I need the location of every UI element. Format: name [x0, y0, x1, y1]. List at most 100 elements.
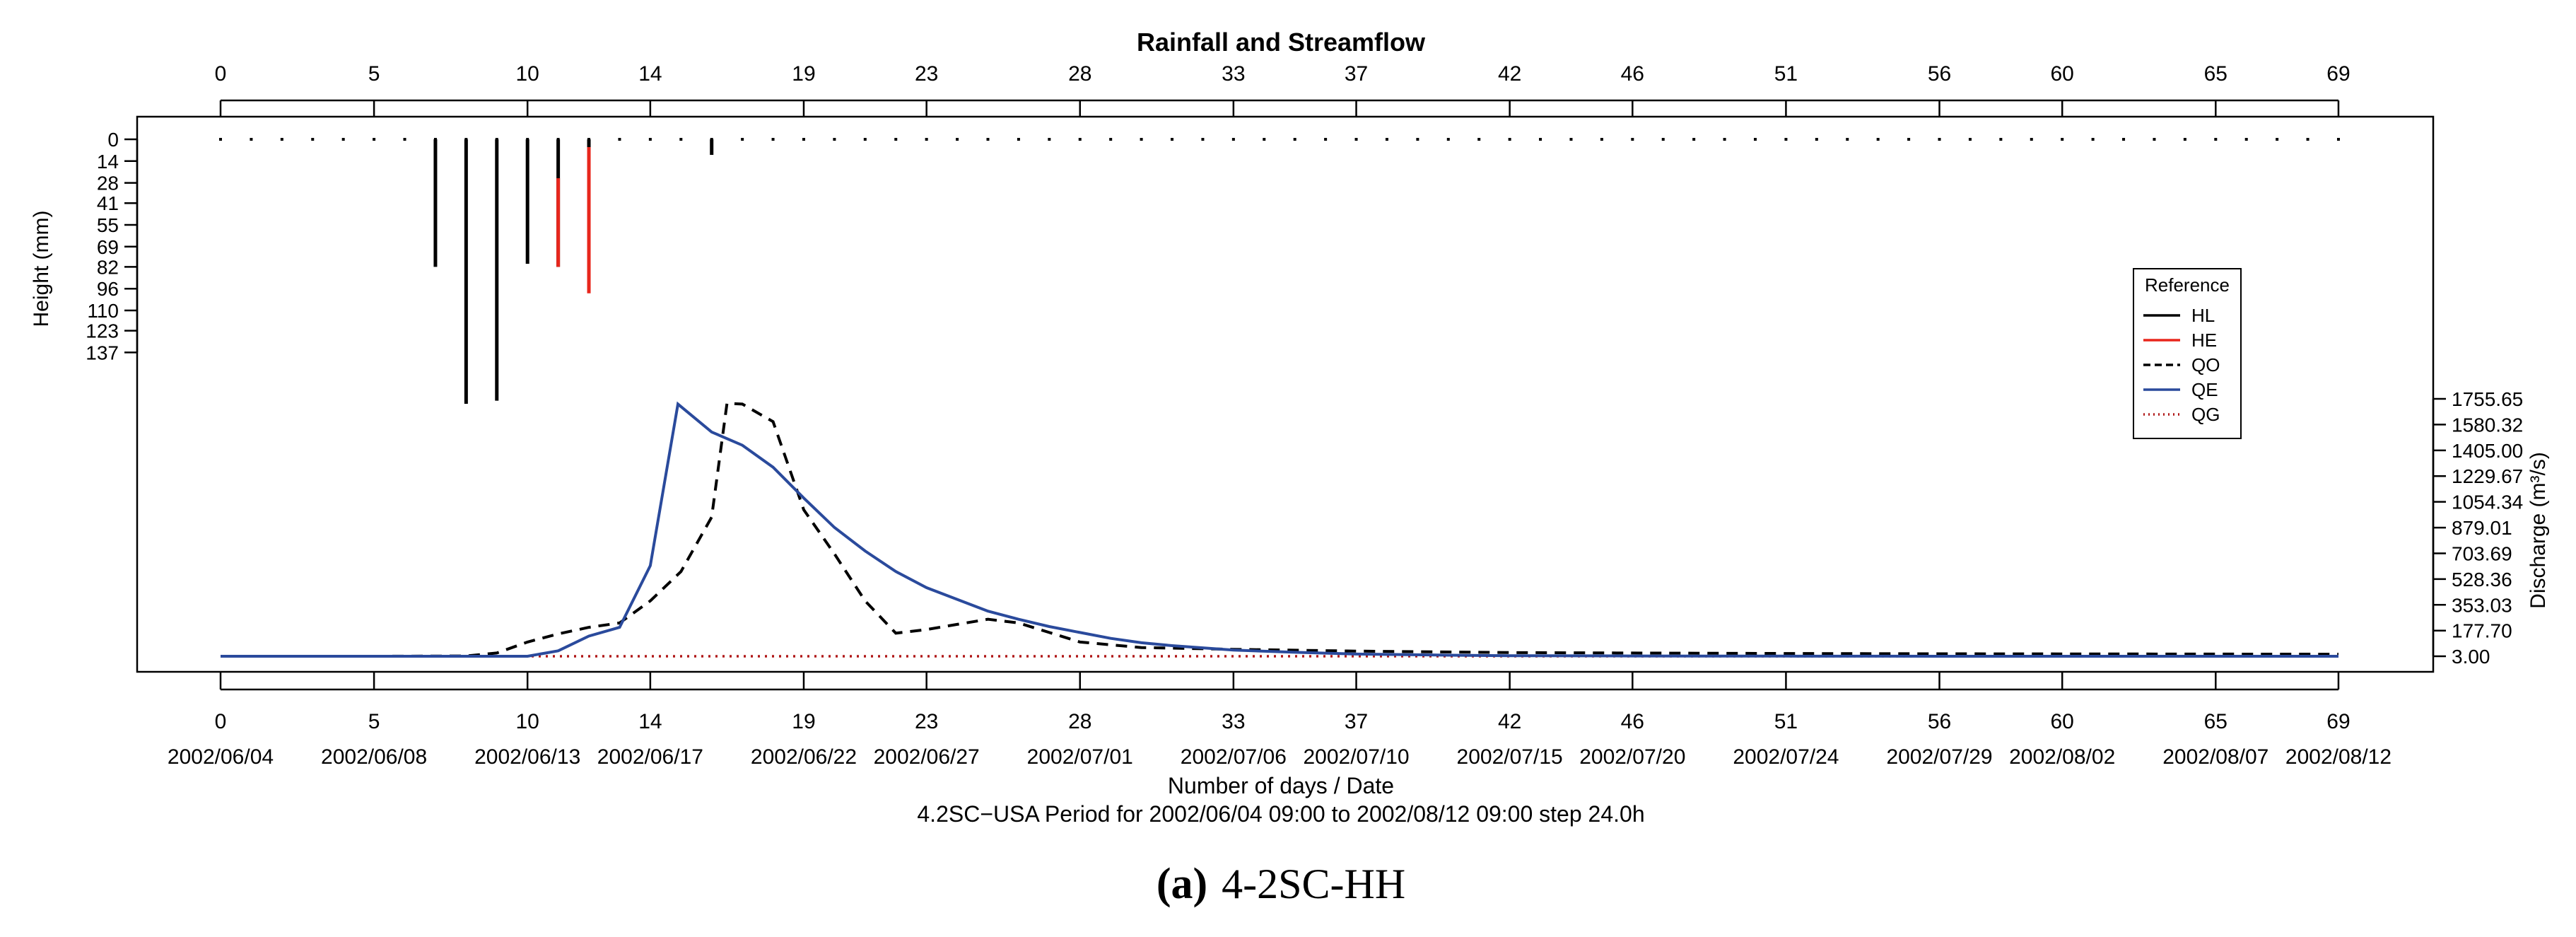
legend: Reference HL HE QO QE QG — [2133, 268, 2242, 439]
rain-zero-dot — [1201, 138, 1205, 141]
top-tick-label: 5 — [368, 62, 380, 86]
bottom-x-axis: 0 2002/06/04 5 2002/06/08 10 2002/06/13 14 2002… — [168, 672, 2391, 769]
bottom-tick-day: 46 — [1621, 710, 1644, 733]
bottom-tick-day: 51 — [1774, 710, 1798, 733]
rain-zero-dot — [341, 138, 345, 141]
bottom-tick-day: 28 — [1068, 710, 1091, 733]
legend-label-qe: QE — [2191, 379, 2218, 400]
top-x-axis: 0 5 10 14 19 23 28 33 37 42 46 51 56 60 65 69 — [215, 62, 2350, 117]
rain-zero-dot — [2244, 138, 2248, 141]
rain-zero-dot — [1784, 138, 1788, 141]
discharge-tick-label: 1054.34 — [2452, 491, 2523, 513]
discharge-tick-label: 3.00 — [2452, 646, 2490, 668]
rain-zero-dot — [1631, 138, 1634, 141]
rain-tick-label: 69 — [97, 236, 119, 258]
rain-zero-dot — [2030, 138, 2033, 141]
rain-zero-dot — [1140, 138, 1143, 141]
top-tick-label: 0 — [215, 62, 227, 86]
rain-zero-dot — [1171, 138, 1174, 141]
discharge-tick-label: 879.01 — [2452, 517, 2512, 539]
top-tick-label: 19 — [792, 62, 815, 86]
bottom-tick-date: 2002/06/27 — [874, 745, 980, 769]
top-tick-label: 42 — [1498, 62, 1521, 86]
rain-zero-dot — [311, 138, 315, 141]
rain-zero-dot — [2336, 138, 2340, 141]
rain-zero-dot — [2276, 138, 2279, 141]
legend-label-qo: QO — [2191, 354, 2220, 376]
rain-zero-dot — [2306, 138, 2309, 141]
rain-zero-dot — [1446, 138, 1450, 141]
series-qe-line — [221, 401, 2338, 658]
rain-zero-dot — [1078, 138, 1082, 141]
caption-label: (a) — [1157, 860, 1207, 908]
bottom-tick-day: 65 — [2204, 710, 2227, 733]
top-tick-label: 60 — [2051, 62, 2074, 86]
rain-zero-dot — [1968, 138, 1972, 141]
bottom-tick-date: 2002/07/24 — [1733, 745, 1839, 769]
discharge-tick-label: 177.70 — [2452, 620, 2512, 642]
rain-zero-dot — [802, 138, 805, 141]
rain-zero-dot — [833, 138, 836, 141]
top-tick-label: 56 — [1928, 62, 1951, 86]
rain-zero-dot — [1661, 138, 1665, 141]
rain-zero-dot — [1324, 138, 1328, 141]
rain-zero-dot — [1907, 138, 1911, 141]
rain-zero-dot — [250, 138, 253, 141]
bottom-tick-day: 23 — [915, 710, 938, 733]
rain-zero-dot — [1846, 138, 1849, 141]
bottom-tick-day: 42 — [1498, 710, 1521, 733]
rain-zero-dot — [771, 138, 775, 141]
rain-zero-dot — [1876, 138, 1880, 141]
plot-frame — [136, 115, 2435, 673]
legend-title: Reference — [2145, 274, 2230, 296]
bottom-tick-date: 2002/08/12 — [2285, 745, 2391, 769]
rain-zero-dot — [1754, 138, 1757, 141]
rain-zero-dot — [894, 138, 898, 141]
rain-tick-label: 110 — [87, 300, 119, 322]
rain-tick-label: 55 — [97, 214, 119, 236]
rain-tick-label: 137 — [86, 342, 119, 363]
legend-label-he: HE — [2191, 330, 2217, 351]
rain-zero-dot — [2091, 138, 2095, 141]
rain-zero-dot — [1692, 138, 1696, 141]
rain-zero-dot — [1416, 138, 1419, 141]
top-tick-label: 33 — [1222, 62, 1245, 86]
rain-tick-label: 123 — [86, 320, 119, 342]
top-tick-label: 46 — [1621, 62, 1644, 86]
rain-tick-label: 96 — [97, 278, 119, 300]
discharge-tick-label: 1580.32 — [2452, 414, 2523, 436]
bottom-tick-day: 56 — [1928, 710, 1951, 733]
discharge-tick-label: 1405.00 — [2452, 440, 2523, 462]
top-tick-label: 23 — [915, 62, 938, 86]
rain-zero-dot — [1999, 138, 2003, 141]
rain-zero-dot — [1017, 138, 1020, 141]
top-tick-label: 51 — [1774, 62, 1798, 86]
figure-caption: (a) 4-2SC-HH — [1157, 860, 1405, 908]
legend-box — [2133, 268, 2242, 439]
rain-zero-dot — [1815, 138, 1818, 141]
bottom-tick-date: 2002/06/04 — [168, 745, 274, 769]
x-axis-label: Number of days / Date — [1168, 773, 1394, 798]
rain-zero-dot — [219, 138, 222, 141]
discharge-y-axis: 3.00 177.70 353.03 528.36 703.69 879.01 1054.3… — [2432, 388, 2523, 668]
discharge-tick-label: 353.03 — [2452, 594, 2512, 616]
rainfall-bars — [433, 139, 714, 404]
bottom-tick-day: 19 — [792, 710, 815, 733]
bottom-tick-day: 0 — [215, 710, 227, 733]
bottom-tick-day: 37 — [1345, 710, 1368, 733]
rain-zero-dot — [280, 138, 283, 141]
rain-tick-label: 82 — [97, 256, 119, 278]
rain-tick-label: 0 — [107, 129, 119, 151]
top-tick-label: 69 — [2326, 62, 2350, 86]
discharge-tick-label: 1755.65 — [2452, 388, 2523, 410]
legend-label-qg: QG — [2191, 404, 2220, 425]
discharge-series — [221, 401, 2339, 658]
bottom-tick-date: 2002/06/17 — [597, 745, 703, 769]
rain-zero-dot — [863, 138, 867, 141]
rain-zero-dot — [925, 138, 928, 141]
rain-zero-dot — [2214, 138, 2218, 141]
rain-zero-dot — [403, 138, 406, 141]
bottom-tick-day: 60 — [2051, 710, 2074, 733]
